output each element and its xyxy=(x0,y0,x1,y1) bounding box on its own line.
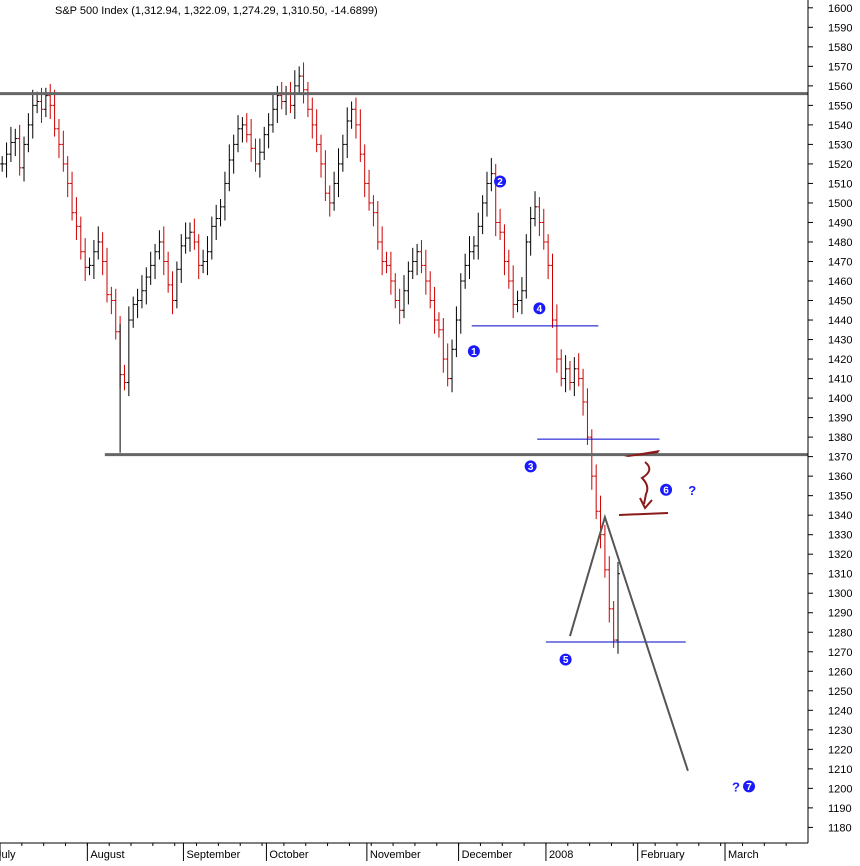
wave-label-text: 1 xyxy=(471,347,477,358)
wave-label-circle xyxy=(494,175,507,188)
x-tick-label: 2008 xyxy=(549,849,573,861)
x-tick-label: February xyxy=(641,849,686,861)
wave-label-text: 6 xyxy=(663,485,669,496)
y-tick-label: 1220 xyxy=(828,744,852,756)
annotations xyxy=(619,450,668,516)
red-arrow-upper xyxy=(624,450,660,457)
wave-label-circle xyxy=(660,483,673,496)
y-tick-label: 1460 xyxy=(828,276,852,288)
y-tick-label: 1550 xyxy=(828,100,852,112)
y-tick-label: 1230 xyxy=(828,725,852,737)
y-tick-label: 1280 xyxy=(828,627,852,639)
y-tick-label: 1540 xyxy=(828,120,852,132)
wave-label-circle xyxy=(467,345,480,358)
y-tick-label: 1440 xyxy=(828,315,852,327)
wave-label-circle xyxy=(743,780,756,793)
x-tick-label: December xyxy=(462,849,513,861)
red-arrowhead xyxy=(639,497,653,510)
x-tick-label: November xyxy=(370,849,421,861)
y-tick-label: 1390 xyxy=(828,413,852,425)
y-tick-label: 1290 xyxy=(828,608,852,620)
y-tick-label: 1360 xyxy=(828,471,852,483)
y-tick-label: 1560 xyxy=(828,81,852,93)
wave-label-circle xyxy=(559,653,572,666)
y-tick-label: 1350 xyxy=(828,491,852,503)
y-tick-label: 1340 xyxy=(828,510,852,522)
y-tick-label: 1380 xyxy=(828,432,852,444)
y-tick-label: 1370 xyxy=(828,452,852,464)
y-tick-label: 1480 xyxy=(828,237,852,249)
y-tick-label: 1600 xyxy=(828,3,852,15)
y-tick-label: 1330 xyxy=(828,530,852,542)
y-tick-label: 1500 xyxy=(828,198,852,210)
y-tick-label: 1400 xyxy=(828,393,852,405)
wave-label-text: 2 xyxy=(497,177,503,188)
wave-label-text: 7 xyxy=(746,782,752,793)
y-tick-label: 1310 xyxy=(828,569,852,581)
y-tick-label: 1250 xyxy=(828,686,852,698)
x-tick-label: October xyxy=(269,849,308,861)
y-tick-label: 1420 xyxy=(828,354,852,366)
y-tick-label: 1190 xyxy=(828,803,852,815)
y-tick-label: 1590 xyxy=(828,22,852,34)
trend-lines xyxy=(0,92,808,772)
y-tick-label: 1200 xyxy=(828,783,852,795)
y-tick-label: 1570 xyxy=(828,61,852,73)
y-tick-label: 1510 xyxy=(828,178,852,190)
y-tick-label: 1210 xyxy=(828,764,852,776)
y-tick-label: 1470 xyxy=(828,256,852,268)
y-tick-label: 1430 xyxy=(828,335,852,347)
wave-label-text: 5 xyxy=(563,655,569,666)
red-bar-lower xyxy=(619,512,668,516)
y-tick-label: 1410 xyxy=(828,374,852,386)
y-tick-label: 1300 xyxy=(828,588,852,600)
x-tick-label: March xyxy=(728,849,759,861)
x-tick-label: September xyxy=(186,849,240,861)
y-tick-label: 1450 xyxy=(828,296,852,308)
wave-labels: 1 2 3 4 5 6 7?? xyxy=(467,175,756,794)
wave-label-circle xyxy=(533,302,546,315)
y-tick-label: 1270 xyxy=(828,647,852,659)
price-bars xyxy=(0,62,621,654)
y-tick-label: 1490 xyxy=(828,217,852,229)
y-tick-label: 1530 xyxy=(828,139,852,151)
y-tick-label: 1180 xyxy=(828,822,852,834)
x-tick-label: August xyxy=(90,849,124,861)
y-tick-label: 1320 xyxy=(828,549,852,561)
question-mark: ? xyxy=(732,779,740,794)
x-tick-label: July xyxy=(0,849,16,861)
wave-label-text: 4 xyxy=(537,304,543,315)
wave-label-circle xyxy=(524,460,537,473)
chart-title: S&P 500 Index (1,312.94, 1,322.09, 1,274… xyxy=(55,5,378,17)
y-tick-label: 1580 xyxy=(828,42,852,54)
wave-label-text: 3 xyxy=(528,462,534,473)
y-tick-label: 1240 xyxy=(828,705,852,717)
red-squiggle xyxy=(640,461,651,505)
y-axis: 1180 1190 1200 1210 1220 1230 1240 1250 1260 1270… xyxy=(808,3,852,834)
y-tick-label: 1260 xyxy=(828,666,852,678)
y-tick-label: 1520 xyxy=(828,159,852,171)
projection-path xyxy=(569,513,689,772)
x-axis: July August September October November Decemb… xyxy=(0,843,787,861)
question-mark: ? xyxy=(688,483,696,498)
